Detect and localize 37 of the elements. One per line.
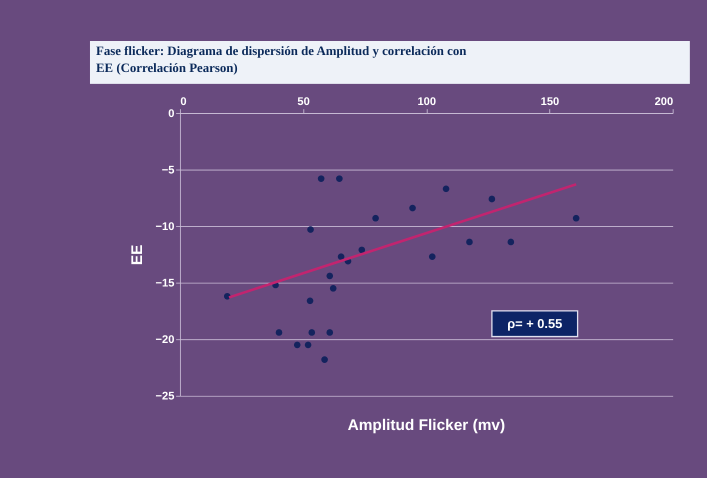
y-tick-label: −20: [156, 334, 174, 346]
point: [326, 329, 334, 336]
x-tick-label: 150: [540, 96, 560, 108]
point: [330, 285, 337, 292]
point: [358, 246, 366, 254]
point: [307, 226, 314, 233]
point: [372, 214, 379, 222]
x-tick-label: 0: [180, 96, 187, 108]
point: [321, 356, 328, 363]
point: [318, 175, 324, 182]
point: [409, 204, 416, 212]
point: [326, 272, 334, 280]
x-tick-label: 50: [297, 96, 310, 108]
point: [442, 186, 450, 192]
point: [294, 342, 301, 348]
y-tick-label: −15: [156, 278, 174, 290]
y-tick-label: −25: [156, 390, 174, 403]
y-tick-label: −5: [162, 164, 174, 176]
x-tick-label: 100: [417, 96, 436, 108]
point: [466, 238, 473, 246]
point: [428, 253, 436, 260]
annotation: ρ= + 0.55: [507, 316, 562, 331]
y-tick-label: 0: [168, 108, 174, 120]
point: [276, 329, 282, 336]
point: [572, 214, 580, 222]
x-axis-title: Amplitud Flicker (mv): [348, 417, 506, 434]
y-axis-title: EE: [128, 244, 146, 266]
point: [488, 196, 496, 202]
point: [308, 329, 316, 336]
x-tick-label: 200: [654, 96, 674, 108]
chart-title: Fase flicker: Diagrama de dispersión de Amplitud y correlación con EE (Correlación Pearson): [96, 44, 466, 75]
point: [304, 342, 312, 348]
point: [508, 238, 514, 246]
point: [336, 175, 343, 182]
point: [306, 297, 314, 304]
y-tick-label: −10: [156, 221, 174, 233]
point: [338, 253, 344, 260]
